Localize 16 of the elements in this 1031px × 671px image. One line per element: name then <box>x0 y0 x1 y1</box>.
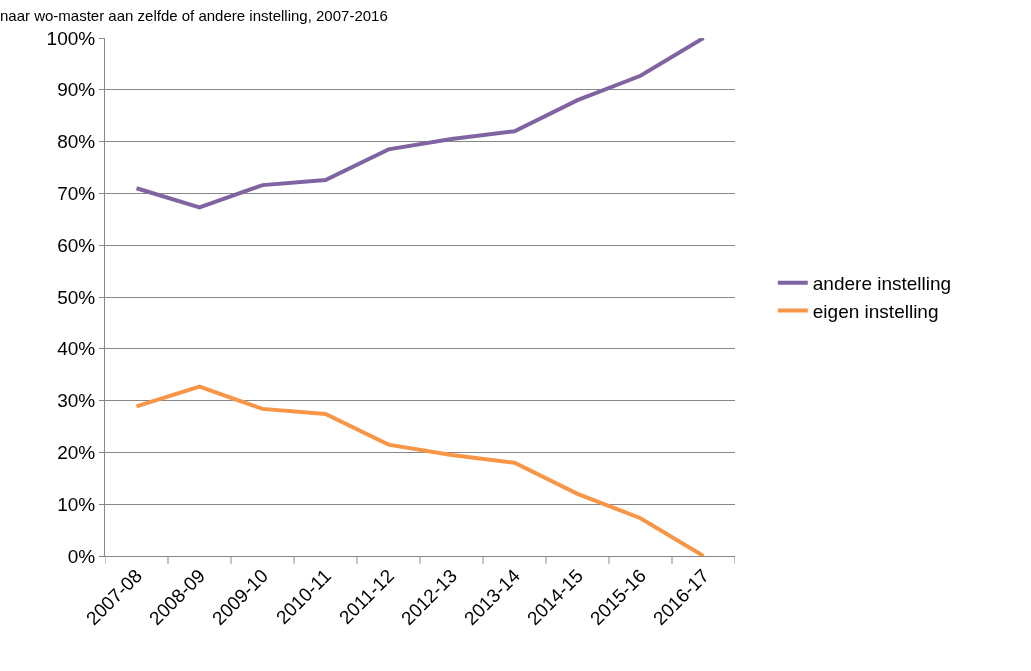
legend-label: andere instelling <box>812 273 952 295</box>
line-series <box>134 384 706 556</box>
y-tick-label: 60% <box>57 234 96 256</box>
y-tick-label: 100% <box>46 27 96 49</box>
y-tick-label: 70% <box>57 183 96 205</box>
y-tick-label: 80% <box>57 131 96 153</box>
chart-title: naar wo-master aan zelfde of andere instelling, 2007-2016 <box>0 6 388 24</box>
legend-label: eigen instelling <box>812 300 939 322</box>
y-tick-label: 10% <box>57 493 96 515</box>
y-tick-label: 0% <box>67 545 96 567</box>
y-tick-label: 30% <box>57 390 96 412</box>
y-tick-label: 20% <box>57 442 96 464</box>
y-tick-label: 50% <box>57 286 96 308</box>
line-series <box>134 38 706 210</box>
y-tick-label: 90% <box>57 79 96 101</box>
y-tick-label: 40% <box>57 338 96 360</box>
